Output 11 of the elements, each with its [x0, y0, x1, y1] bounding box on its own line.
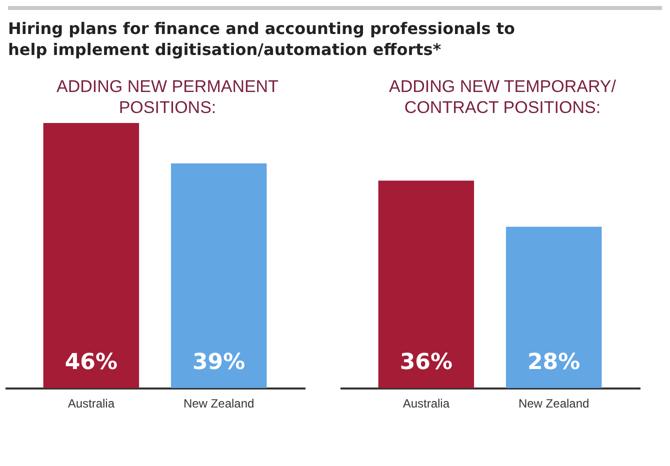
chart-title: Hiring plans for finance and accounting professionals to help implement digitisation/automation efforts*: [8, 18, 516, 60]
data-label: 39%: [192, 350, 246, 375]
x-tick-label: Australia: [68, 396, 115, 410]
x-tick-label: New Zealand: [518, 396, 590, 410]
x-tick-label: Australia: [402, 396, 450, 410]
chart-subtitle: ADDING NEW PERMANENT POSITIONS:: [56, 76, 280, 118]
data-label: 36%: [400, 350, 453, 375]
data-label: 28%: [527, 350, 580, 375]
chart-subtitle: ADDING NEW TEMPORARY/ CONTRACT POSITIONS:: [388, 76, 617, 118]
x-tick-label: New Zealand: [183, 396, 254, 410]
data-label: 46%: [64, 350, 118, 375]
